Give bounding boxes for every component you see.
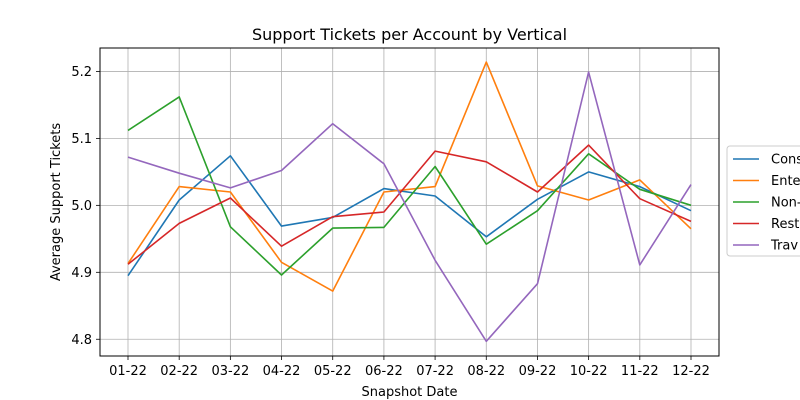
legend-label: Rest — [771, 217, 799, 232]
x-tick-label: 08-22 — [467, 364, 505, 379]
x-tick-label: 12-22 — [672, 364, 710, 379]
legend-label: Cons — [771, 153, 800, 168]
legend-box — [726, 145, 800, 257]
plot-frame — [99, 47, 720, 357]
series-lines — [127, 61, 692, 343]
y-tick-label: 5.1 — [71, 132, 92, 147]
legend-label: Ente — [771, 174, 800, 189]
y-axis-ticks: 4.8 4.9 5.0 5.1 5.2 — [71, 65, 100, 348]
y-axis-label: Average Support Tickets — [49, 123, 64, 281]
y-tick-label: 4.8 — [71, 333, 92, 348]
x-tick-label: 01-22 — [109, 364, 147, 379]
x-tick-label: 09-22 — [519, 364, 557, 379]
legend-label: Trav — [770, 239, 798, 254]
chart-title: Support Tickets per Account by Vertical — [252, 25, 567, 44]
x-tick-label: 06-22 — [365, 364, 403, 379]
series-line-2 — [127, 96, 692, 276]
series-line-4 — [127, 71, 692, 343]
y-tick-label: 5.2 — [71, 65, 92, 80]
x-axis-ticks: 01-22 02-22 03-22 04-22 05-22 06-22 07-22 08-22… — [109, 356, 710, 379]
x-tick-label: 04-22 — [263, 364, 301, 379]
series-line-0 — [127, 155, 692, 277]
x-tick-label: 10-22 — [570, 364, 608, 379]
x-tick-label: 02-22 — [160, 364, 198, 379]
x-tick-label: 11-22 — [621, 364, 659, 379]
grid-lines — [100, 48, 719, 356]
legend: Cons Ente Non- Rest Trav — [726, 145, 800, 257]
x-tick-label: 03-22 — [211, 364, 249, 379]
series-line-1 — [127, 61, 692, 292]
x-tick-label: 07-22 — [416, 364, 454, 379]
legend-label: Non- — [771, 196, 800, 211]
y-tick-label: 4.9 — [71, 266, 92, 281]
x-tick-label: 05-22 — [314, 364, 352, 379]
y-tick-label: 5.0 — [71, 199, 92, 214]
x-axis-label: Snapshot Date — [362, 385, 458, 400]
series-line-3 — [127, 144, 692, 265]
